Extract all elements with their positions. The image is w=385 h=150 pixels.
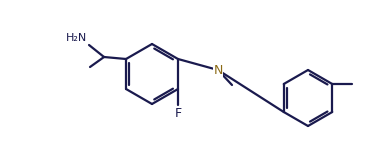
Text: F: F bbox=[174, 107, 182, 120]
Text: N: N bbox=[213, 63, 223, 76]
Text: H₂N: H₂N bbox=[66, 33, 87, 43]
